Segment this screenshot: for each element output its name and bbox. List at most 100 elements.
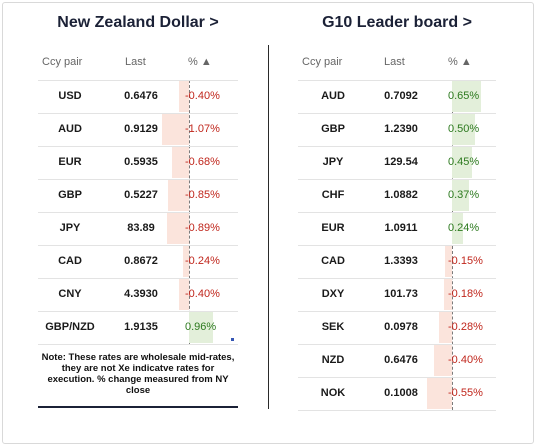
nzd-row-jpy[interactable]: JPY 83.89 -0.89% xyxy=(38,212,238,245)
pct-change: -1.07% xyxy=(185,123,220,135)
nzd-header-pct-sort[interactable]: % ▲ xyxy=(188,56,212,68)
row-separator xyxy=(38,113,238,114)
pct-change: 0.37% xyxy=(448,189,480,201)
row-separator xyxy=(38,278,238,279)
rates-disclaimer-note: Note: These rates are wholesale mid-rate… xyxy=(41,352,235,396)
last-rate: 83.89 xyxy=(127,222,155,234)
ccy-pair: DXY xyxy=(321,288,345,300)
row-separator xyxy=(298,80,496,81)
last-rate: 1.2390 xyxy=(384,123,418,135)
row-separator xyxy=(298,311,496,312)
g10-row-sek[interactable]: SEK 0.0978 -0.28% xyxy=(298,311,496,344)
nzd-header-last: Last xyxy=(125,56,146,68)
ccy-pair: CAD xyxy=(321,255,345,267)
nzd-title-link[interactable]: New Zealand Dollar > xyxy=(57,14,219,31)
row-separator xyxy=(298,410,496,411)
g10-row-chf[interactable]: CHF 1.0882 0.37% xyxy=(298,179,496,212)
ccy-pair: CNY xyxy=(58,288,82,300)
ccy-pair: JPY xyxy=(322,156,344,168)
g10-row-jpy[interactable]: JPY 129.54 0.45% xyxy=(298,146,496,179)
row-separator xyxy=(38,344,238,345)
g10-row-nzd[interactable]: NZD 0.6476 -0.40% xyxy=(298,344,496,377)
row-separator xyxy=(38,245,238,246)
g10-row-gbp[interactable]: GBP 1.2390 0.50% xyxy=(298,113,496,146)
g10-row-eur[interactable]: EUR 1.0911 0.24% xyxy=(298,212,496,245)
last-rate: 0.8672 xyxy=(124,255,158,267)
ccy-pair: SEK xyxy=(321,321,345,333)
pct-change: 0.65% xyxy=(448,90,480,102)
last-rate: 0.6476 xyxy=(384,354,418,366)
pct-change: -0.24% xyxy=(185,255,220,267)
row-separator xyxy=(298,245,496,246)
pct-change-bar xyxy=(427,378,452,409)
row-separator xyxy=(298,278,496,279)
g10-header-pct-sort[interactable]: % ▲ xyxy=(448,56,472,68)
pct-change-bar xyxy=(445,246,452,277)
nzd-row-gbp-nzd[interactable]: GBP/NZD 1.9135 0.96% xyxy=(38,311,238,344)
pct-change: -0.18% xyxy=(448,288,483,300)
ccy-pair: EUR xyxy=(321,222,345,234)
last-rate: 4.3930 xyxy=(124,288,158,300)
last-rate: 0.7092 xyxy=(384,90,418,102)
last-rate: 0.9129 xyxy=(124,123,158,135)
resize-handle-icon xyxy=(231,338,234,341)
row-separator xyxy=(298,344,496,345)
pct-change-bar xyxy=(179,279,189,310)
pct-change-bar xyxy=(452,213,463,244)
pct-change: 0.24% xyxy=(448,222,480,234)
g10-header-last: Last xyxy=(384,56,405,68)
ccy-pair: NZD xyxy=(321,354,345,366)
last-rate: 1.0882 xyxy=(384,189,418,201)
last-rate: 101.73 xyxy=(384,288,418,300)
last-rate: 0.5935 xyxy=(124,156,158,168)
last-rate: 1.3393 xyxy=(384,255,418,267)
g10-row-dxy[interactable]: DXY 101.73 -0.18% xyxy=(298,278,496,311)
ccy-pair: EUR xyxy=(58,156,82,168)
g10-row-cad[interactable]: CAD 1.3393 -0.15% xyxy=(298,245,496,278)
pct-change: -0.40% xyxy=(448,354,483,366)
nzd-row-gbp[interactable]: GBP 0.5227 -0.85% xyxy=(38,179,238,212)
nzd-row-aud[interactable]: AUD 0.9129 -1.07% xyxy=(38,113,238,146)
pct-change-bar xyxy=(452,114,475,145)
g10-row-nok[interactable]: NOK 0.1008 -0.55% xyxy=(298,377,496,410)
pct-change: -0.55% xyxy=(448,387,483,399)
nzd-row-cny[interactable]: CNY 4.3930 -0.40% xyxy=(38,278,238,311)
ccy-pair: CHF xyxy=(321,189,345,201)
pct-change: 0.45% xyxy=(448,156,480,168)
ccy-pair: GBP/NZD xyxy=(45,321,95,333)
pct-change-bar xyxy=(452,180,469,211)
pct-change-bar xyxy=(183,246,189,277)
pct-change: -0.40% xyxy=(185,288,220,300)
nzd-header-pair: Ccy pair xyxy=(42,56,83,68)
pct-change-bar xyxy=(434,345,452,376)
ccy-pair: USD xyxy=(58,90,82,102)
nzd-row-cad[interactable]: CAD 0.8672 -0.24% xyxy=(38,245,238,278)
pct-change: -0.40% xyxy=(185,90,220,102)
pct-change: 0.50% xyxy=(448,123,480,135)
note-underline xyxy=(38,406,238,408)
pct-change: -0.28% xyxy=(448,321,483,333)
pct-change-bar xyxy=(452,81,482,112)
ccy-pair: GBP xyxy=(58,189,82,201)
ccy-pair: AUD xyxy=(58,123,82,135)
g10-header-pair: Ccy pair xyxy=(302,56,343,68)
last-rate: 1.0911 xyxy=(384,222,418,234)
last-rate: 0.5227 xyxy=(124,189,158,201)
row-separator xyxy=(298,179,496,180)
g10-row-aud[interactable]: AUD 0.7092 0.65% xyxy=(298,80,496,113)
row-separator xyxy=(298,212,496,213)
last-rate: 0.0978 xyxy=(384,321,418,333)
pct-change-bar xyxy=(189,312,213,343)
g10-title-link[interactable]: G10 Leader board > xyxy=(322,14,472,31)
row-separator xyxy=(298,377,496,378)
last-rate: 0.1008 xyxy=(384,387,418,399)
row-separator xyxy=(298,113,496,114)
pct-change: -0.68% xyxy=(185,156,220,168)
nzd-row-eur[interactable]: EUR 0.5935 -0.68% xyxy=(38,146,238,179)
ccy-pair: CAD xyxy=(58,255,82,267)
row-separator xyxy=(38,179,238,180)
last-rate: 0.6476 xyxy=(124,90,158,102)
nzd-row-usd[interactable]: USD 0.6476 -0.40% xyxy=(38,80,238,113)
widget-frame xyxy=(2,2,534,444)
pct-change: -0.15% xyxy=(448,255,483,267)
